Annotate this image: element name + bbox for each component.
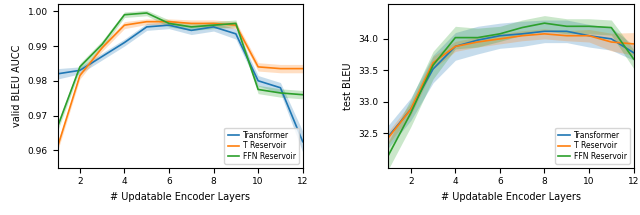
Transformer [563,30,571,33]
T Reservoir [143,20,150,23]
Transformer [120,41,128,44]
Y-axis label: test BLEU: test BLEU [343,62,353,110]
T Reservoir [407,108,415,111]
FFN Reservoir [276,92,284,94]
Line: Transformer: Transformer [388,31,634,136]
Line: FFN Reservoir: FFN Reservoir [388,23,634,155]
T Reservoir [429,61,437,64]
Transformer [541,30,548,33]
T Reservoir [630,43,637,45]
T Reservoir [496,38,504,40]
Transformer [385,135,392,138]
Transformer [451,45,459,48]
Transformer [232,32,240,35]
T Reservoir [188,22,195,25]
Transformer [474,39,481,41]
T Reservoir [99,46,106,49]
Transformer [99,55,106,58]
Transformer [276,86,284,89]
Line: Transformer: Transformer [58,25,303,142]
T Reservoir [254,66,262,68]
Transformer [518,32,526,35]
FFN Reservoir [385,154,392,157]
FFN Reservoir [474,36,481,39]
Line: FFN Reservoir: FFN Reservoir [58,13,303,127]
Transformer [76,69,84,72]
Transformer [429,68,437,70]
FFN Reservoir [607,26,615,29]
Legend: Transformer, T Reservoir, FFN Reservoir: Transformer, T Reservoir, FFN Reservoir [556,128,630,164]
FFN Reservoir [232,22,240,25]
T Reservoir [165,20,173,23]
Line: T Reservoir: T Reservoir [58,22,303,147]
T Reservoir [518,34,526,37]
FFN Reservoir [165,22,173,25]
T Reservoir [76,74,84,77]
Transformer [165,24,173,26]
Line: T Reservoir: T Reservoir [388,34,634,138]
T Reservoir [474,41,481,43]
Transformer [188,29,195,32]
FFN Reservoir [630,58,637,60]
Transformer [496,34,504,37]
Transformer [210,26,218,28]
Transformer [407,108,415,111]
FFN Reservoir [585,25,593,28]
Transformer [143,26,150,28]
T Reservoir [210,22,218,25]
FFN Reservoir [254,88,262,91]
X-axis label: # Updatable Encoder Layers: # Updatable Encoder Layers [441,192,581,202]
Transformer [585,34,593,37]
FFN Reservoir [76,66,84,68]
T Reservoir [541,32,548,35]
FFN Reservoir [518,26,526,29]
FFN Reservoir [143,12,150,14]
FFN Reservoir [541,22,548,25]
T Reservoir [585,34,593,37]
T Reservoir [232,24,240,26]
T Reservoir [299,67,307,70]
Transformer [607,38,615,40]
T Reservoir [385,136,392,139]
FFN Reservoir [299,93,307,96]
Y-axis label: valid BLEU AUCC: valid BLEU AUCC [12,45,22,127]
Transformer [299,140,307,143]
FFN Reservoir [120,14,128,16]
FFN Reservoir [54,125,61,128]
T Reservoir [54,146,61,148]
FFN Reservoir [210,24,218,26]
FFN Reservoir [407,112,415,114]
FFN Reservoir [563,25,571,28]
FFN Reservoir [99,43,106,46]
X-axis label: # Updatable Encoder Layers: # Updatable Encoder Layers [110,192,250,202]
T Reservoir [120,24,128,26]
T Reservoir [607,41,615,43]
Legend: Transformer, T Reservoir, FFN Reservoir: Transformer, T Reservoir, FFN Reservoir [225,128,299,164]
FFN Reservoir [188,26,195,28]
FFN Reservoir [429,64,437,67]
T Reservoir [563,34,571,37]
Transformer [630,51,637,54]
T Reservoir [451,45,459,48]
Transformer [54,72,61,75]
FFN Reservoir [451,36,459,39]
Transformer [254,80,262,82]
T Reservoir [276,67,284,70]
FFN Reservoir [496,32,504,35]
